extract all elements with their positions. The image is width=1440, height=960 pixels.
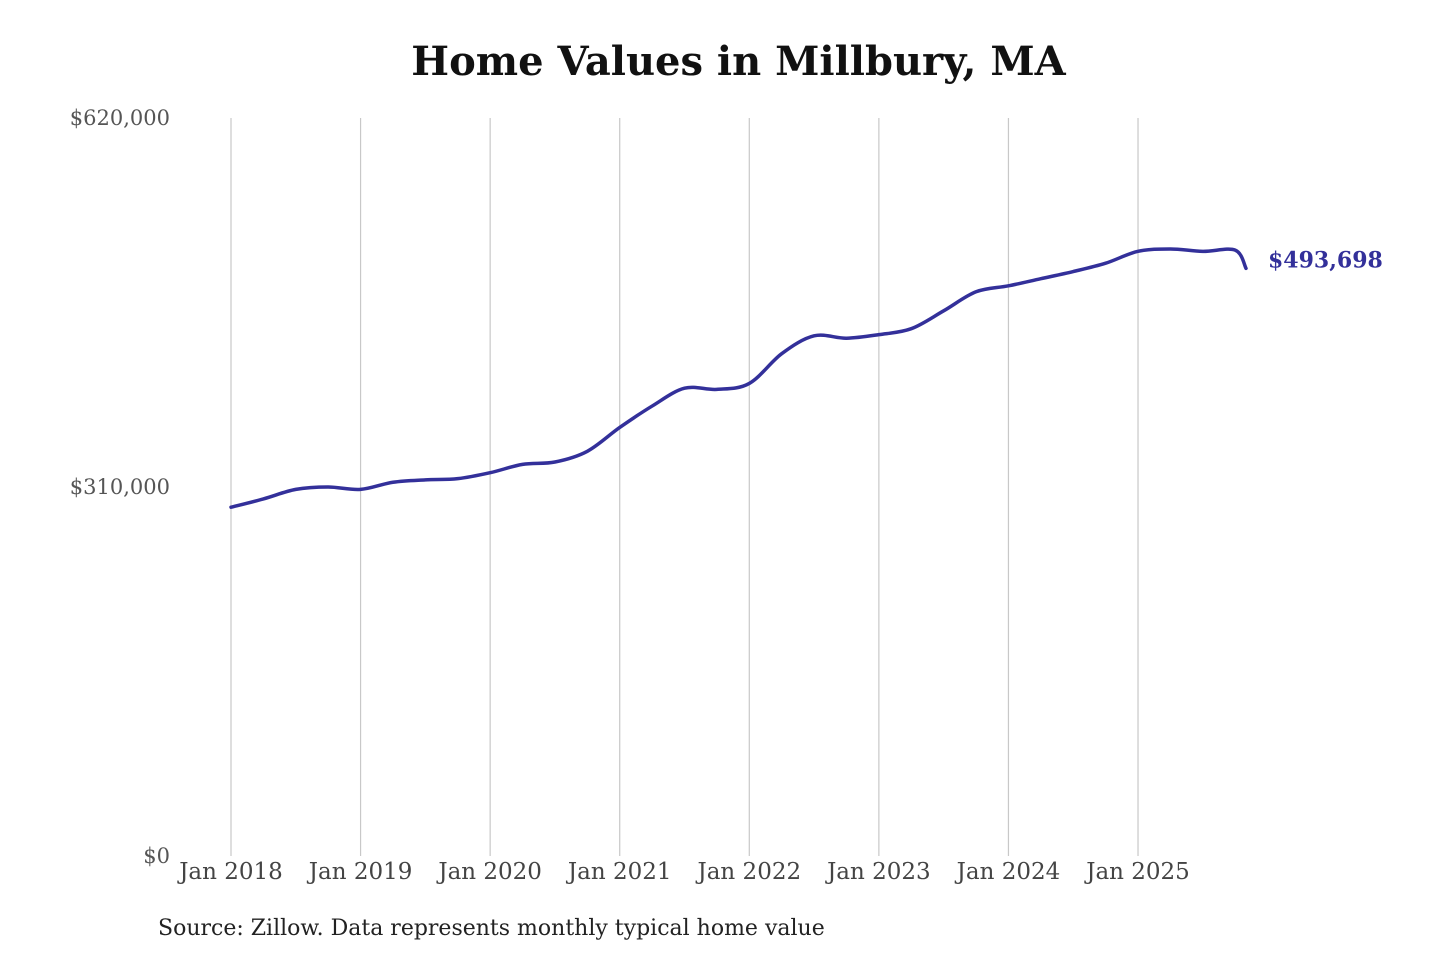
series-line xyxy=(229,247,1248,509)
x-axis-ticks: Jan 2018 Jan 2019 Jan 2020 Jan 2021 Jan 2022… xyxy=(177,859,1190,885)
x-tick-label: Jan 2019 xyxy=(307,859,413,885)
x-tick-label: Jan 2021 xyxy=(566,859,672,885)
x-tick-label: Jan 2024 xyxy=(955,859,1061,885)
x-tick-label: Jan 2025 xyxy=(1084,859,1190,885)
y-axis-ticks: $0 $310,000 $620,000 xyxy=(70,106,170,868)
y-tick-label: $310,000 xyxy=(70,475,170,499)
x-tick-label: Jan 2018 xyxy=(177,859,283,885)
end-value-label: $493,698 xyxy=(1268,247,1383,273)
grid-lines xyxy=(230,118,1139,856)
source-note: Source: Zillow. Data represents monthly … xyxy=(158,916,825,941)
series-layer xyxy=(229,247,1248,509)
x-tick-label: Jan 2020 xyxy=(436,859,542,885)
chart-title: Home Values in Millbury, MA xyxy=(411,38,1066,85)
y-tick-label: $620,000 xyxy=(70,106,170,130)
y-tick-label: $0 xyxy=(143,844,170,868)
end-label-layer: $493,698 xyxy=(1268,247,1383,273)
x-tick-label: Jan 2023 xyxy=(825,859,931,885)
x-tick-label: Jan 2022 xyxy=(696,859,802,885)
